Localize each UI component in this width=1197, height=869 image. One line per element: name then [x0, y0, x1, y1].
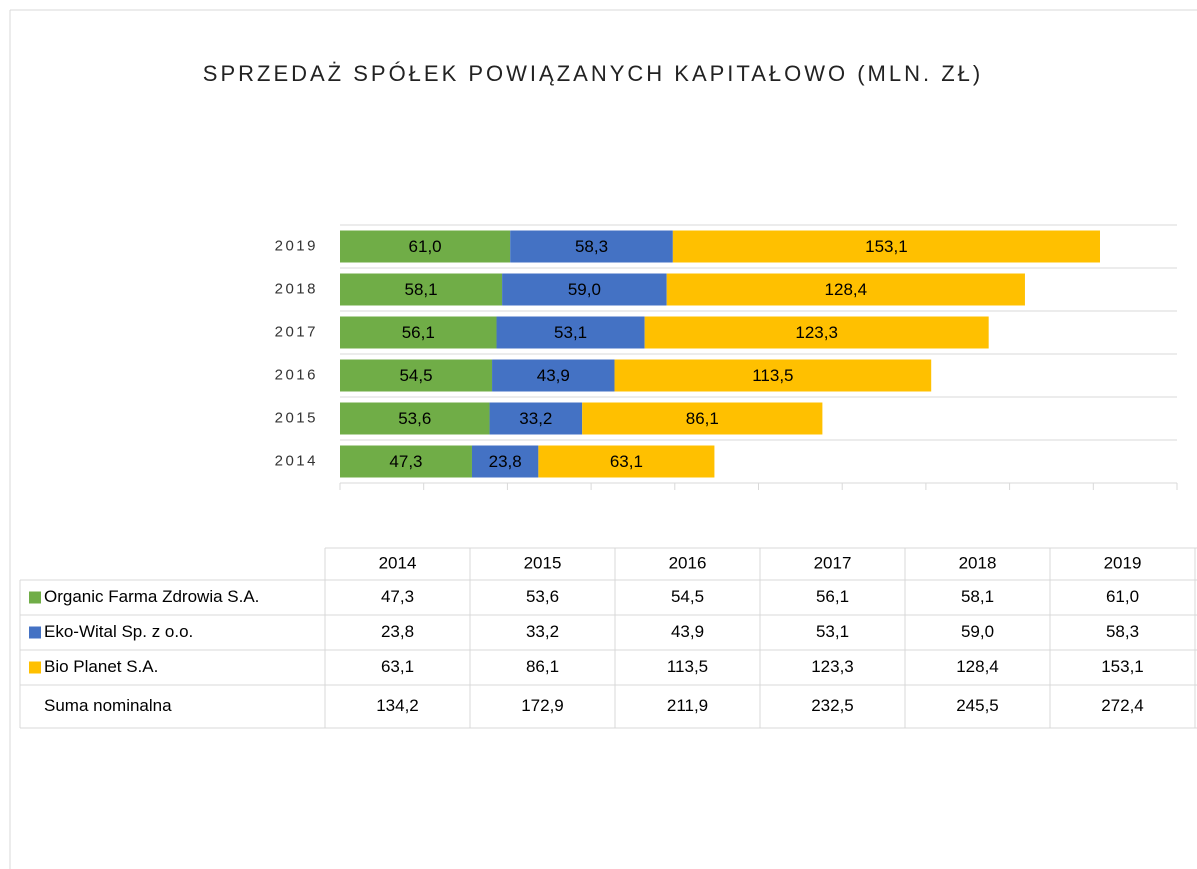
bar — [340, 445, 472, 478]
table-header: 2015 — [524, 553, 562, 572]
data-label: 59,0 — [568, 280, 601, 299]
table-cell: 245,5 — [956, 696, 999, 715]
data-label: 58,1 — [405, 280, 438, 299]
bar — [340, 359, 493, 392]
y-tick-label: 2018 — [275, 280, 318, 297]
table-cell: 86,1 — [526, 657, 559, 676]
table-row-label: Suma nominalna — [44, 696, 172, 715]
table-cell: 33,2 — [526, 622, 559, 641]
bar — [582, 402, 823, 435]
data-label: 33,2 — [519, 409, 552, 428]
bar — [510, 230, 673, 263]
table-cell: 59,0 — [961, 622, 994, 641]
data-label: 123,3 — [795, 323, 838, 342]
y-tick-label: 2019 — [275, 237, 318, 254]
table-cell: 58,3 — [1106, 622, 1139, 641]
table-cell: 47,3 — [381, 587, 414, 606]
table-cell: 211,9 — [667, 696, 708, 715]
data-label: 86,1 — [686, 409, 719, 428]
y-tick-label: 2017 — [275, 323, 318, 340]
legend-swatch — [29, 591, 41, 604]
table-cell: 53,1 — [816, 622, 849, 641]
table-cell: 63,1 — [381, 657, 414, 676]
bar — [538, 445, 715, 478]
y-tick-label: 2014 — [275, 452, 318, 469]
data-label: 43,9 — [537, 366, 570, 385]
bar — [644, 316, 989, 349]
bar — [496, 316, 645, 349]
data-label: 54,5 — [399, 366, 432, 385]
data-label: 61,0 — [409, 237, 442, 256]
table-cell: 123,3 — [811, 657, 854, 676]
bar — [340, 230, 511, 263]
table-cell: 153,1 — [1101, 657, 1144, 676]
data-label: 63,1 — [610, 452, 643, 471]
bar — [502, 273, 667, 306]
table-cell: 61,0 — [1106, 587, 1139, 606]
table-cell: 134,2 — [376, 696, 419, 715]
chart-title: SPRZEDAŻ SPÓŁEK POWIĄZANYCH KAPITAŁOWO (… — [203, 61, 983, 86]
table-cell: 54,5 — [671, 587, 704, 606]
table-cell: 43,9 — [671, 622, 704, 641]
table-cell: 58,1 — [961, 587, 994, 606]
table-cell: 113,5 — [667, 657, 708, 676]
table-cell: 172,9 — [521, 696, 564, 715]
table-cell: 53,6 — [526, 587, 559, 606]
data-label: 128,4 — [825, 280, 868, 299]
bar — [614, 359, 932, 392]
table-header: 2018 — [959, 553, 997, 572]
table-header: 2017 — [814, 553, 852, 572]
table-cell: 23,8 — [381, 622, 414, 641]
legend-swatch — [29, 626, 41, 639]
legend-label: Eko-Wital Sp. z o.o. — [44, 622, 193, 641]
data-label: 58,3 — [575, 237, 608, 256]
bar — [672, 230, 1100, 263]
table-header: 2014 — [379, 553, 417, 572]
legend-swatch — [29, 661, 41, 674]
table-cell: 56,1 — [816, 587, 849, 606]
table-cell: 128,4 — [956, 657, 999, 676]
data-label: 47,3 — [389, 452, 422, 471]
bar — [492, 359, 615, 392]
table-cell: 272,4 — [1101, 696, 1144, 715]
table-cell: 232,5 — [811, 696, 854, 715]
data-label: 53,6 — [398, 409, 431, 428]
bar — [471, 445, 539, 478]
legend-label: Bio Planet S.A. — [44, 657, 158, 676]
data-label: 153,1 — [865, 237, 908, 256]
bar — [666, 273, 1025, 306]
data-label: 53,1 — [554, 323, 587, 342]
y-tick-label: 2015 — [275, 409, 318, 426]
table-header: 2019 — [1104, 553, 1142, 572]
data-label: 113,5 — [752, 366, 793, 385]
table-header: 2016 — [669, 553, 707, 572]
y-tick-label: 2016 — [275, 366, 318, 383]
legend-label: Organic Farma Zdrowia S.A. — [44, 587, 259, 606]
bar — [340, 273, 503, 306]
data-label: 23,8 — [489, 452, 522, 471]
data-label: 56,1 — [402, 323, 435, 342]
bar — [340, 316, 497, 349]
bar — [489, 402, 583, 435]
bar — [340, 402, 490, 435]
